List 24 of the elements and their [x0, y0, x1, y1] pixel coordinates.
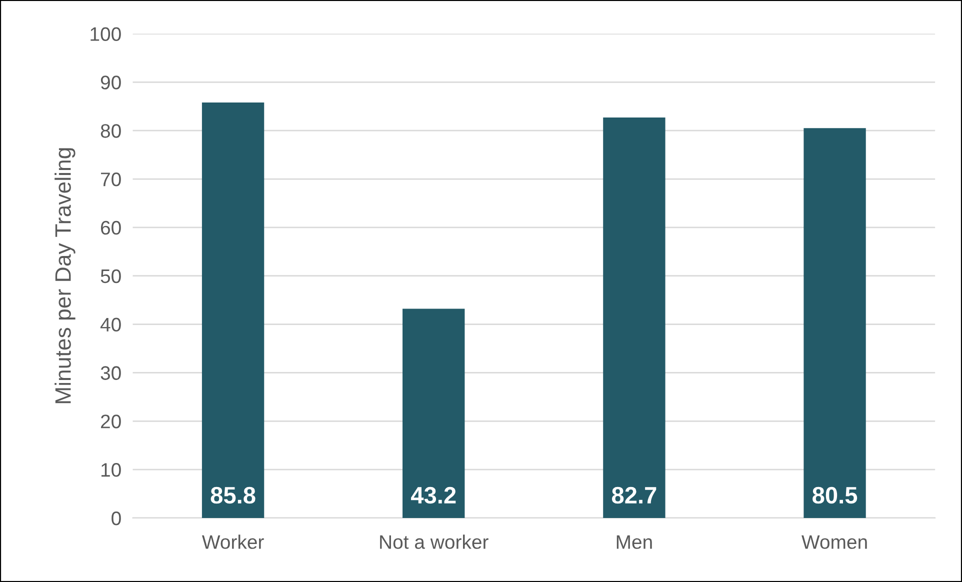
data-label: 80.5 [812, 486, 858, 504]
y-tick-label: 30 [100, 366, 121, 380]
data-label: 43.2 [411, 486, 456, 504]
y-tick-label: 90 [100, 76, 121, 90]
y-tick-label: 100 [90, 27, 121, 41]
data-label: 82.7 [612, 486, 656, 504]
x-tick-label: Worker [202, 534, 264, 549]
bar [603, 118, 666, 518]
y-tick-label: 40 [100, 318, 121, 332]
x-tick-label: Men [616, 535, 652, 549]
bar [804, 128, 866, 518]
y-tick-label: 80 [100, 124, 121, 138]
data-label: 85.8 [210, 486, 256, 504]
y-tick-label: 10 [102, 463, 121, 477]
x-tick-label: Not a worker [380, 534, 488, 549]
y-tick-label: 70 [101, 172, 121, 186]
y-tick-label: 0 [112, 511, 121, 526]
y-tick-label: 60 [101, 220, 121, 235]
y-tick-label: 20 [100, 414, 121, 428]
bar [202, 102, 264, 518]
x-tick-label: Women [802, 535, 867, 549]
bar [402, 308, 465, 518]
y-axis-title: Minutes per Day Traveling [54, 148, 76, 404]
y-tick-label: 50 [100, 269, 121, 284]
